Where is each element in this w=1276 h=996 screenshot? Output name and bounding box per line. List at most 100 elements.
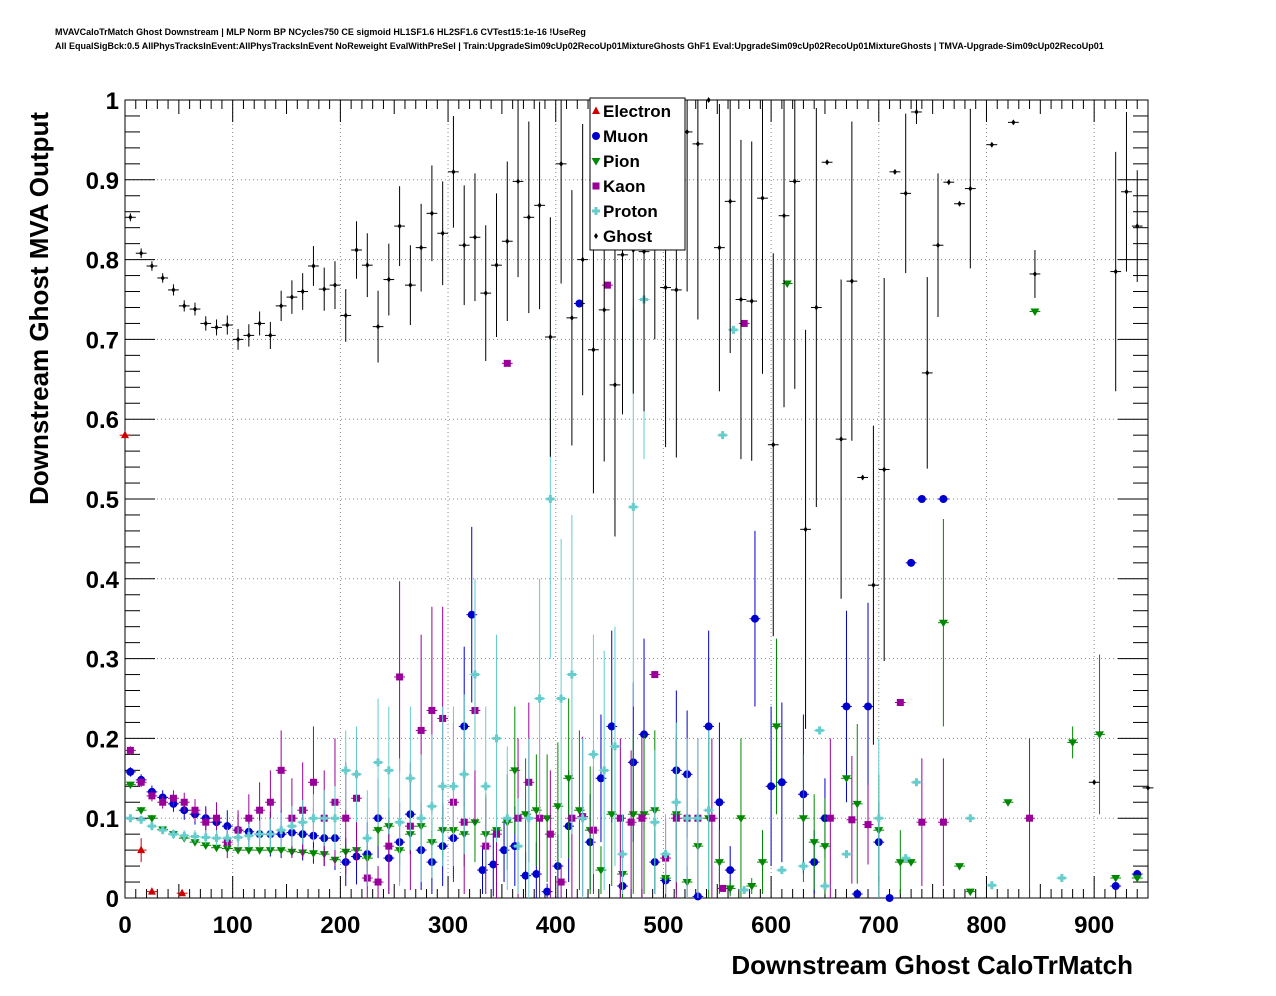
data-point xyxy=(771,723,781,731)
data-point xyxy=(651,671,659,679)
data-point xyxy=(255,847,265,855)
data-point xyxy=(815,726,824,735)
data-point xyxy=(725,885,735,893)
data-point xyxy=(128,214,133,221)
data-point xyxy=(182,302,187,309)
data-point xyxy=(965,888,975,897)
data-point xyxy=(190,832,199,841)
data-point xyxy=(478,866,487,875)
data-point xyxy=(627,818,635,826)
data-point xyxy=(481,782,490,791)
data-point xyxy=(946,179,951,186)
data-point xyxy=(906,859,916,867)
x-tick-labels: 0 100 200 300 400 500 600 700 800 900 xyxy=(118,912,1114,939)
data-point xyxy=(738,296,743,303)
y-tick-label: 0.9 xyxy=(86,168,119,195)
data-point xyxy=(374,758,383,767)
data-point xyxy=(596,774,605,783)
data-point xyxy=(320,814,329,823)
data-point xyxy=(955,863,965,871)
data-point xyxy=(1057,874,1066,883)
data-point xyxy=(757,859,767,867)
data-point xyxy=(472,234,477,241)
data-point xyxy=(925,369,930,376)
legend-entry-electron: Electron xyxy=(592,102,671,121)
data-point xyxy=(341,766,350,775)
legend-label: Proton xyxy=(603,202,658,221)
data-point xyxy=(510,767,520,775)
data-point xyxy=(777,778,786,787)
data-point xyxy=(1135,223,1140,230)
data-point xyxy=(839,436,844,443)
data-point xyxy=(708,814,716,822)
chart-title-line-1: MVAVCaloTrMatch Ghost Downstream | MLP N… xyxy=(55,27,586,37)
data-point xyxy=(706,97,711,103)
data-point xyxy=(820,843,830,851)
data-point xyxy=(212,844,222,853)
data-point xyxy=(1032,270,1037,277)
data-point xyxy=(137,778,145,786)
data-point xyxy=(557,694,566,703)
data-point xyxy=(440,230,445,237)
data-point xyxy=(841,775,851,783)
data-point xyxy=(704,806,713,815)
data-point xyxy=(628,811,638,819)
data-point xyxy=(136,807,146,815)
data-point xyxy=(524,814,533,823)
data-point xyxy=(147,887,156,895)
data-point xyxy=(126,814,135,823)
data-point xyxy=(505,238,510,245)
data-point xyxy=(1011,119,1016,126)
data-point xyxy=(500,846,509,855)
y-tick-label: 0 xyxy=(106,886,119,913)
y-tick-label: 0.5 xyxy=(86,487,119,514)
data-point xyxy=(714,859,724,867)
x-tick-label: 400 xyxy=(536,912,576,939)
chart-title-line-2: All EqualSigBck:0.5 AllPhysTracksInEvent… xyxy=(55,41,1104,51)
data-point xyxy=(352,770,361,779)
data-point xyxy=(771,441,776,448)
data-point xyxy=(548,334,553,341)
data-point xyxy=(449,782,458,791)
data-point xyxy=(137,845,146,854)
data-point xyxy=(864,821,872,829)
y-tick-labels: 0 0.1 0.2 0.3 0.4 0.5 0.6 0.7 0.8 0.9 1 xyxy=(86,88,120,913)
data-point xyxy=(895,859,905,867)
data-point xyxy=(936,242,941,249)
data-point xyxy=(225,322,230,329)
data-point xyxy=(311,262,316,269)
x-axis-title: Downstream Ghost CaloTrMatch xyxy=(731,950,1133,980)
data-points xyxy=(119,97,1154,902)
data-point xyxy=(531,807,541,815)
data-point xyxy=(521,811,531,819)
data-point xyxy=(852,800,862,809)
y-tick-label: 0.8 xyxy=(86,248,119,275)
data-point xyxy=(147,822,156,831)
data-point xyxy=(777,866,786,875)
data-point xyxy=(557,878,565,886)
data-point xyxy=(650,818,659,827)
data-point xyxy=(178,888,187,897)
data-point xyxy=(255,830,264,839)
data-point xyxy=(322,286,327,293)
data-point xyxy=(287,822,296,831)
data-point xyxy=(912,778,921,787)
data-point xyxy=(600,766,609,775)
data-point xyxy=(719,884,727,892)
data-point xyxy=(607,722,616,731)
data-point xyxy=(277,766,285,774)
data-point xyxy=(1092,779,1097,786)
data-point xyxy=(266,830,275,839)
data-point xyxy=(715,798,724,807)
legend-marker xyxy=(592,106,600,114)
legend-entry-kaon: Kaon xyxy=(592,177,646,196)
data-point xyxy=(160,274,165,281)
data-point xyxy=(718,431,727,440)
data-point xyxy=(704,722,713,731)
data-point xyxy=(546,495,555,503)
data-point xyxy=(917,495,926,503)
data-point xyxy=(603,281,611,289)
legend-marker xyxy=(594,233,598,239)
data-point xyxy=(374,878,382,886)
